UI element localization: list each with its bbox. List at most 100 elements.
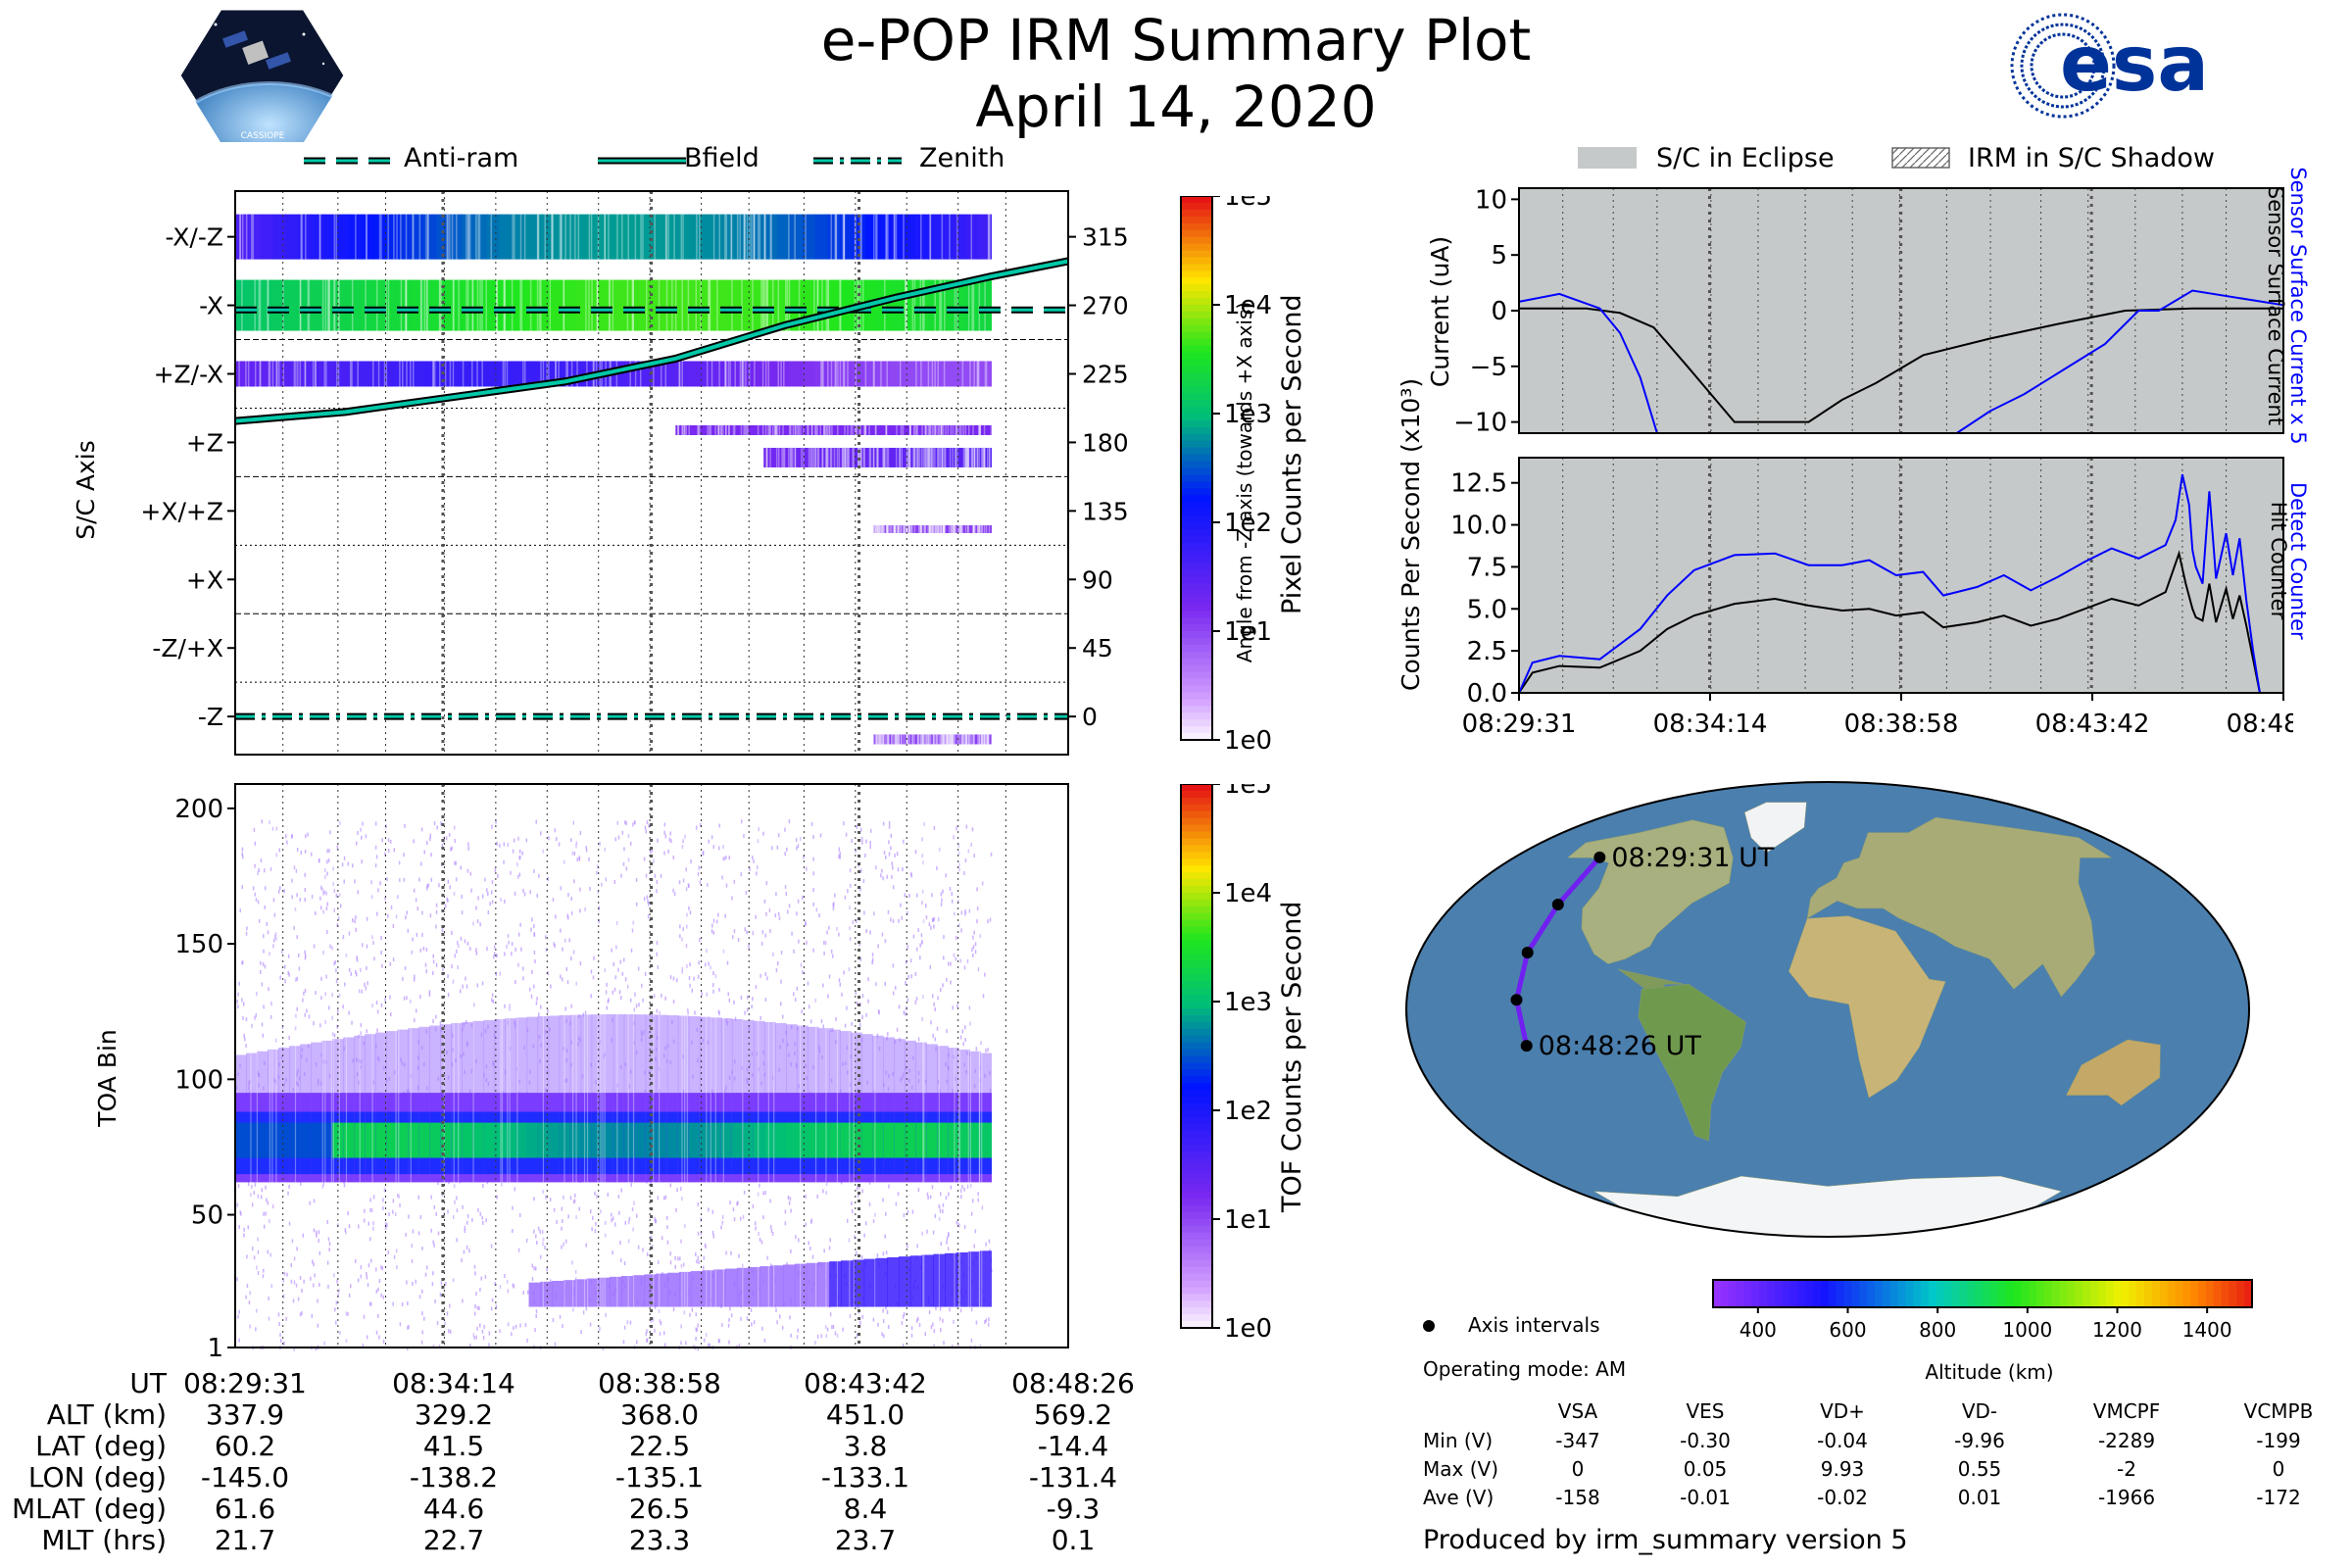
toa-noise-point xyxy=(831,1325,833,1330)
toa-noise-point xyxy=(717,1009,720,1014)
stats-row-label: Ave (V) xyxy=(1423,1486,1494,1509)
toa-noise-point xyxy=(267,1200,270,1205)
toa-noise-point xyxy=(367,1282,369,1287)
sc-band-cell xyxy=(964,447,969,467)
toa-noise-point xyxy=(476,1326,478,1331)
sc-band-stripe xyxy=(926,447,928,467)
stats-cell: -0.04 xyxy=(1817,1429,1868,1452)
sc-band-stripe xyxy=(956,279,958,331)
sc-band-stripe xyxy=(519,214,522,260)
tof-colorbar-cell xyxy=(1181,1294,1212,1301)
sc-band-stripe xyxy=(901,447,903,467)
toa-noise-point xyxy=(323,1341,325,1346)
sc-band-stripe xyxy=(947,424,950,435)
toa-noise-point xyxy=(732,935,734,940)
toa-noise-point xyxy=(451,930,453,935)
toa-noise-point xyxy=(646,895,649,900)
sc-band-cell xyxy=(938,424,945,435)
toa-noise-point xyxy=(731,896,733,901)
sc-band-stripe xyxy=(878,734,881,745)
sc-band-stripe xyxy=(928,734,931,745)
toa-noise-point xyxy=(336,922,339,927)
sc-band-stripe xyxy=(940,424,943,435)
toa-noise-point xyxy=(304,898,306,903)
sc-band-stripe xyxy=(844,424,846,435)
sc-band-stripe xyxy=(910,525,913,533)
toa-noise-point xyxy=(905,981,906,986)
toa-noise-point xyxy=(450,847,452,852)
altitude-tick-label: 1400 xyxy=(2182,1318,2232,1342)
toa-noise-point xyxy=(684,834,686,839)
sc-band-cell xyxy=(754,424,760,435)
toa-band-core xyxy=(980,1122,992,1158)
toa-noise-point xyxy=(890,846,892,851)
sc-band-stripe xyxy=(917,525,920,533)
sc-band-stripe xyxy=(653,361,655,387)
sc-band-stripe xyxy=(383,361,386,387)
sc-band-cell xyxy=(524,214,539,260)
toa-noise-point xyxy=(488,1343,490,1348)
toa-noise-point xyxy=(696,1328,698,1333)
sc-band-stripe xyxy=(839,361,842,387)
sc-band-cell xyxy=(873,734,877,745)
sc-band-stripe xyxy=(490,214,493,260)
toa-noise-point xyxy=(901,1321,904,1326)
sc-band-stripe xyxy=(745,361,747,387)
toa-noise-point xyxy=(974,942,977,947)
toa-noise-point xyxy=(973,930,975,935)
sc-band-stripe xyxy=(252,214,255,260)
sc-band-stripe xyxy=(880,734,883,745)
toa-noise-point xyxy=(261,1022,264,1027)
sc-band-stripe xyxy=(736,214,739,260)
sc-band-stripe xyxy=(393,214,395,260)
toa-noise-point xyxy=(397,1193,399,1198)
sc-band-stripe xyxy=(873,361,875,387)
sc-band-cell xyxy=(905,525,908,533)
toa-noise-point xyxy=(700,1231,703,1236)
toa-noise-point xyxy=(395,1249,398,1253)
sc-band-cell xyxy=(235,279,249,331)
toa-noise-point xyxy=(824,1325,827,1330)
sc-band-stripe xyxy=(984,734,986,745)
sc-band-stripe xyxy=(876,214,878,260)
toa-band-core xyxy=(915,1122,927,1158)
toa-noise-point xyxy=(254,863,256,868)
legend-shadow-label: IRM in S/C Shadow xyxy=(1968,143,2216,173)
sc-band-stripe xyxy=(634,361,637,387)
sc-band-cell xyxy=(903,361,916,387)
toa-noise-point xyxy=(772,952,774,956)
sc-band-stripe xyxy=(828,424,830,435)
ephem-label-ut: UT xyxy=(129,1367,167,1399)
toa-noise-point xyxy=(257,1250,260,1254)
sc-band-stripe xyxy=(813,279,815,331)
sc-band-stripe xyxy=(377,361,380,387)
toa-noise-point xyxy=(857,1186,858,1191)
toa-noise-point xyxy=(563,1242,564,1247)
tof-colorbar-cell xyxy=(1181,1076,1212,1084)
toa-noise-point xyxy=(812,948,814,953)
toa-noise-point xyxy=(432,1240,434,1245)
sc-band-stripe xyxy=(941,447,944,467)
sc-band-stripe xyxy=(923,279,925,331)
toa-noise-point xyxy=(908,894,910,899)
toa-noise-point xyxy=(261,1188,263,1193)
toa-noise-point xyxy=(263,1224,266,1229)
sc-band-cell xyxy=(512,214,526,260)
sc-band-stripe xyxy=(943,525,945,533)
toa-noise-point xyxy=(257,1270,260,1275)
sc-band-stripe xyxy=(413,214,415,260)
toa-noise-point xyxy=(615,945,617,950)
toa-noise-point xyxy=(800,836,802,841)
map-africa xyxy=(1788,915,1946,1099)
toa-noise-point xyxy=(831,954,834,958)
toa-noise-point xyxy=(720,1225,722,1230)
sc-ytick-label: +Z xyxy=(186,428,223,457)
sc-band-stripe xyxy=(953,525,956,533)
tof-colorbar-cell xyxy=(1181,1259,1212,1268)
sc-band-stripe xyxy=(467,214,469,260)
sc-band-stripe xyxy=(239,214,241,260)
sc-band-stripe xyxy=(896,734,898,745)
sc-band-stripe xyxy=(734,361,737,387)
toa-noise-point xyxy=(399,1322,402,1327)
toa-noise-point xyxy=(589,1322,592,1327)
